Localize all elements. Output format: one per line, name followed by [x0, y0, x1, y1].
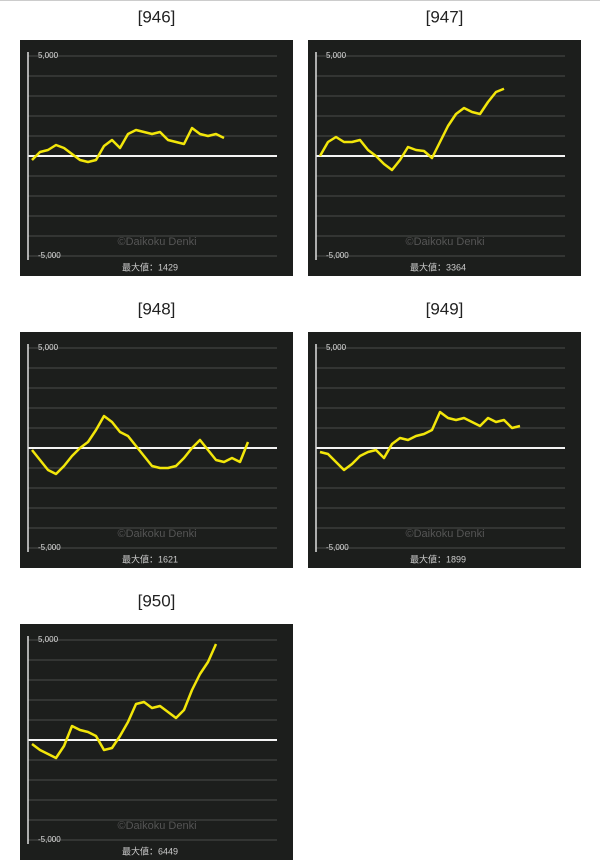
plot-background	[20, 332, 293, 568]
data-line	[31, 643, 218, 760]
max-label: 最大値：1621	[122, 553, 178, 564]
data-line	[318, 87, 505, 172]
chart-title: [946]	[138, 7, 176, 26]
y-tick-label: -5,000	[38, 543, 61, 552]
max-label: 最大値：3364	[410, 261, 466, 272]
watermark: ©Daikoku Denki	[117, 236, 196, 248]
chart-title: [949]	[426, 299, 464, 318]
chart-panel: [948] 5,000 -5,000 ©Daikoku Denki 最大値：1621	[20, 299, 293, 568]
chart-title: [950]	[138, 591, 176, 610]
plot-background	[20, 40, 293, 276]
chart-panel: [950] 5,000 -5,000 ©Daikoku Denki 最大値：6449	[20, 591, 293, 860]
y-tick-label: -5,000	[38, 835, 61, 844]
max-label: 最大値：1899	[410, 553, 466, 564]
chart-panel: [946] 5,000 -5,000 ©Daikoku Denki 最大値：1429	[20, 7, 293, 276]
y-tick-label: 5,000	[326, 51, 347, 60]
y-tick-label: -5,000	[326, 543, 349, 552]
chart-panel: [947] 5,000 -5,000 ©Daikoku Denki 最大値：3364	[308, 7, 581, 276]
chart-title: [948]	[138, 299, 176, 318]
max-label: 最大値：1429	[122, 261, 178, 272]
watermark: ©Daikoku Denki	[405, 528, 484, 540]
plot-background	[308, 332, 581, 568]
watermark: ©Daikoku Denki	[405, 236, 484, 248]
y-tick-label: -5,000	[326, 251, 349, 260]
y-tick-label: 5,000	[38, 635, 59, 644]
plot-background	[308, 40, 581, 276]
chart-title: [947]	[426, 7, 464, 26]
y-tick-label: -5,000	[38, 251, 61, 260]
max-label: 最大値：6449	[122, 845, 178, 856]
data-line	[31, 126, 225, 164]
y-tick-label: 5,000	[38, 343, 59, 352]
y-tick-label: 5,000	[38, 51, 59, 60]
watermark: ©Daikoku Denki	[117, 820, 196, 832]
data-line	[319, 410, 521, 472]
watermark: ©Daikoku Denki	[117, 528, 196, 540]
chart-panel: [949] 5,000 -5,000 ©Daikoku Denki 最大値：1899	[308, 299, 581, 568]
y-tick-label: 5,000	[326, 343, 347, 352]
data-line	[31, 414, 250, 476]
